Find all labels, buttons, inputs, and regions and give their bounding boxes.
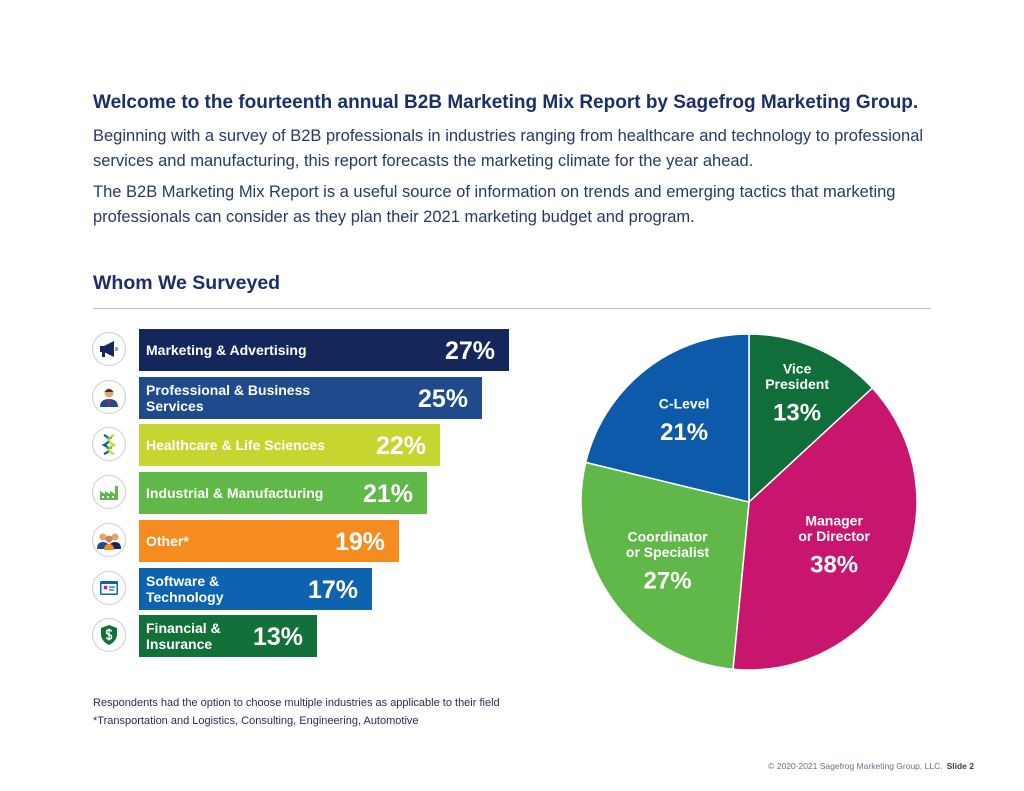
industry-bar-value-label: 19%	[334, 527, 385, 556]
industry-bar: Healthcare & Life Sciences 22%	[139, 424, 440, 467]
industry-bar-value-label: 27%	[444, 337, 495, 365]
industry-bar: Professional & Business Services 25%	[139, 376, 482, 419]
industry-bar-value-label: 21%	[362, 480, 413, 509]
pie-slice-label: or Director	[798, 528, 870, 544]
industry-bar: Marketing & Advertising 27%	[139, 329, 509, 371]
pie-slice	[732, 386, 918, 671]
businessperson-icon	[92, 379, 126, 414]
pie-slice-label: President	[765, 376, 829, 392]
slide-number: Slide 2	[946, 761, 974, 771]
footnote-other-definition: *Transportation and Logistics, Consultin…	[93, 715, 419, 727]
industry-bar-label: Healthcare & Life Sciences	[146, 437, 325, 454]
pie-slice	[584, 333, 750, 503]
pie-slice	[748, 333, 874, 504]
pie-slice-label: Coordinator	[627, 529, 708, 545]
section-title: Whom We Surveyed	[93, 272, 281, 294]
dna-icon	[92, 427, 126, 462]
industry-bar-label: Professional & Business Services	[146, 381, 311, 414]
intro-paragraph-2: The B2B Marketing Mix Report is a useful…	[93, 183, 896, 226]
factory-icon	[92, 475, 126, 510]
intro-heading: Welcome to the fourteenth annual B2B Mar…	[93, 92, 919, 113]
industry-bar-value-label: 13%	[252, 623, 303, 652]
section-divider	[93, 308, 931, 309]
copyright-footer: © 2020-2021 Sagefrog Marketing Group, LL…	[760, 761, 974, 771]
megaphone-icon	[92, 332, 126, 366]
pie-slice-value-label: 27%	[644, 568, 692, 595]
footnote-multiple-industries: Respondents had the option to choose mul…	[93, 697, 500, 709]
industry-bar: Financial & Insurance 13%	[139, 615, 317, 658]
shield-dollar-icon	[92, 618, 126, 653]
industry-bar-value-label: 22%	[375, 432, 426, 461]
pie-slice-label: or Specialist	[626, 544, 710, 560]
pie-slice-label: Vice	[783, 361, 812, 377]
pie-slice-value-label: 13%	[773, 400, 821, 427]
industry-bar-label: Industrial & Manufacturing	[146, 485, 324, 502]
industry-bar-label: Software & Technology	[146, 572, 224, 605]
pie-slice-value-label: 21%	[660, 419, 708, 446]
copyright-text: © 2020-2021 Sagefrog Marketing Group, LL…	[768, 761, 943, 771]
pie-slice	[580, 461, 750, 671]
industry-bar: Software & Technology 17%	[139, 567, 372, 610]
pie-slice-label: Manager	[805, 513, 863, 529]
people-group-icon	[92, 522, 126, 557]
industry-bar-label: Marketing & Advertising	[146, 342, 307, 358]
software-window-icon	[92, 570, 126, 605]
industry-bar: Industrial & Manufacturing 21%	[139, 472, 427, 515]
industry-bar-label: Other*	[146, 532, 189, 549]
pie-slice-label: C-Level	[659, 396, 710, 412]
industry-bar-label: Financial & Insurance	[146, 620, 221, 653]
pie-slice-value-label: 38%	[810, 552, 858, 579]
industry-bar: Other* 19%	[139, 519, 399, 562]
industry-bar-value-label: 17%	[307, 575, 358, 604]
intro-paragraph-1: Beginning with a survey of B2B professio…	[93, 127, 924, 170]
industry-bar-value-label: 25%	[417, 384, 468, 413]
